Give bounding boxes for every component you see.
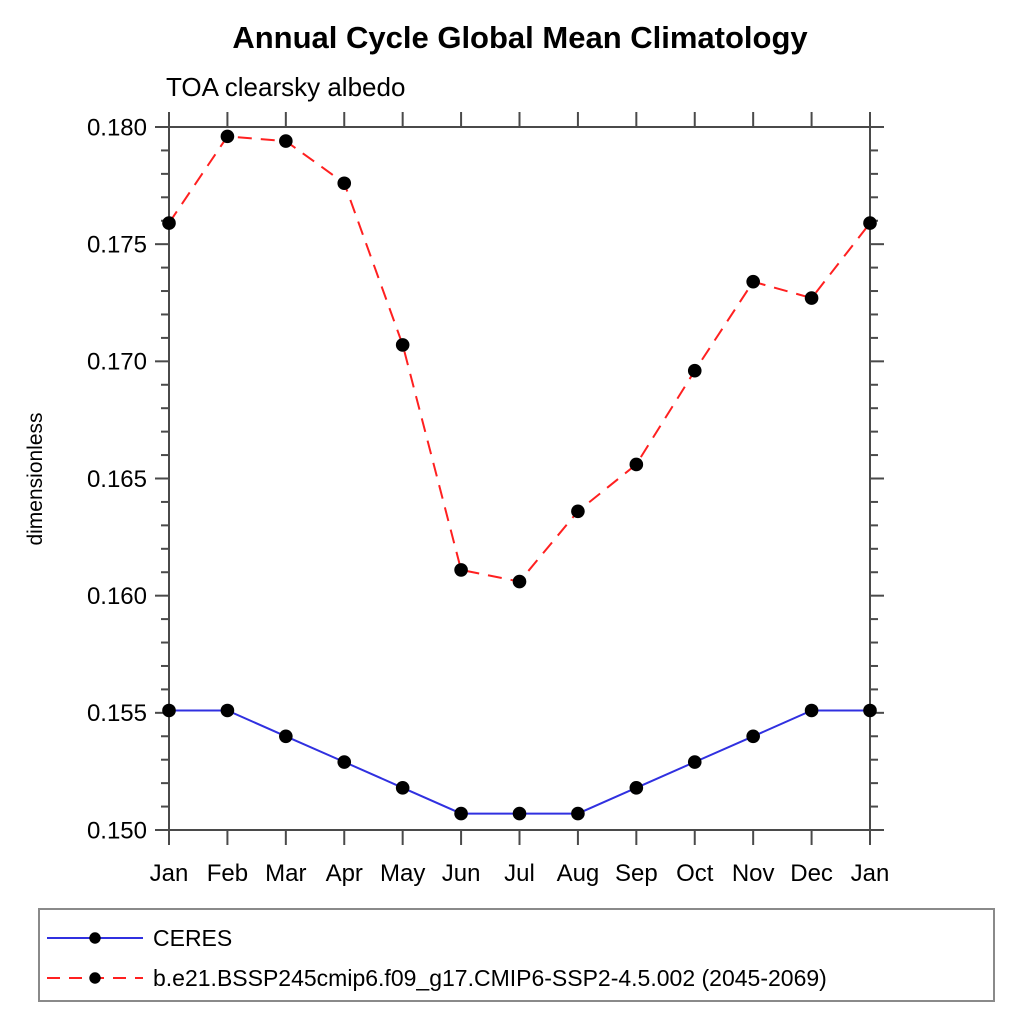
data-point-marker (220, 703, 235, 718)
y-tick-label: 0.175 (87, 232, 147, 259)
data-point-marker (804, 291, 819, 305)
y-tick-label: 0.170 (87, 349, 147, 376)
legend-item-model: b.e21.BSSP245cmip6.f09_g17.CMIP6-SSP2-4.… (45, 963, 827, 993)
x-tick-label: Dec (790, 860, 833, 887)
y-tick-label: 0.165 (87, 466, 147, 493)
data-point-marker (571, 806, 585, 821)
data-point-marker (804, 703, 819, 718)
data-point-marker (395, 781, 410, 795)
x-tick-label: Jul (504, 860, 535, 887)
data-point-marker (395, 338, 410, 352)
data-point-marker (571, 504, 585, 519)
x-tick-label: Jun (442, 860, 481, 887)
chart-title: Annual Cycle Global Mean Climatology (232, 20, 808, 55)
legend-label-ceres: CERES (153, 924, 233, 951)
data-point-marker (337, 176, 352, 191)
series-line-0 (169, 709, 870, 815)
x-tick-label: Apr (326, 860, 363, 887)
data-point-marker (279, 729, 293, 744)
x-tick-label: Mar (265, 860, 306, 887)
series-line-1 (168, 135, 871, 583)
data-point-marker (454, 563, 468, 577)
y-tick-label: 0.150 (87, 817, 147, 844)
data-point-marker (162, 703, 176, 718)
data-point-marker (687, 363, 702, 378)
legend-box: CERES b.e21.BSSP245cmip6.f09_g17.CMIP6-S… (38, 908, 995, 1002)
plot-frame (168, 126, 871, 831)
x-tick-label: Oct (676, 860, 714, 887)
x-tick-label: Nov (732, 860, 775, 887)
x-tick-label: Jan (150, 860, 189, 887)
data-point-marker (629, 781, 644, 795)
x-tick-label: Sep (615, 860, 658, 887)
data-point-marker (863, 703, 877, 718)
x-tick-label: Feb (207, 860, 248, 887)
y-tick-label: 0.180 (87, 114, 147, 141)
legend-line-sample-dashed (47, 972, 143, 984)
legend-label-model: b.e21.BSSP245cmip6.f09_g17.CMIP6-SSP2-4.… (153, 964, 827, 991)
data-point-marker (220, 129, 235, 144)
data-point-marker (687, 755, 702, 769)
y-tick-label: 0.155 (87, 700, 147, 727)
data-point-marker (512, 574, 527, 589)
x-tick-label: May (380, 860, 425, 887)
x-tick-label: Jan (851, 860, 890, 887)
data-point-marker (162, 216, 176, 230)
data-point-marker (746, 729, 760, 744)
y-tick-label: 0.160 (87, 583, 147, 610)
x-tick-label: Aug (557, 860, 600, 887)
data-point-marker (746, 274, 760, 289)
chart-subtitle: TOA clearsky albedo (166, 72, 406, 102)
legend-line-sample-solid (47, 932, 143, 944)
data-point-marker (863, 216, 877, 230)
legend-item-ceres: CERES (45, 923, 232, 953)
data-point-marker (629, 457, 644, 472)
data-point-marker (279, 134, 293, 148)
data-point-marker (512, 806, 527, 821)
data-point-marker (454, 806, 468, 821)
data-point-marker (337, 755, 352, 769)
